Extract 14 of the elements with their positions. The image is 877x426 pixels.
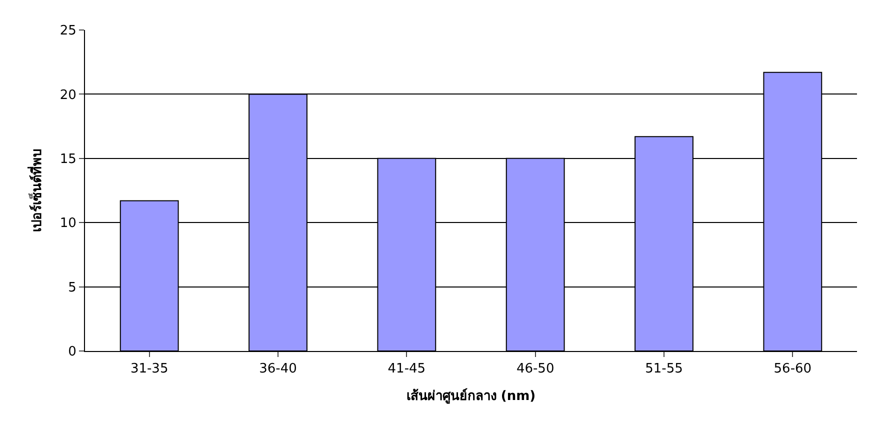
x-tick-label: 56-60 bbox=[774, 362, 812, 377]
y-tick-label: 0 bbox=[68, 344, 76, 360]
y-tick-label: 15 bbox=[60, 152, 76, 167]
x-tick-label: 51-55 bbox=[645, 362, 683, 377]
y-tick-label: 10 bbox=[60, 216, 76, 232]
x-tick-label: 36-40 bbox=[259, 362, 297, 377]
x-tick-label: 46-50 bbox=[516, 362, 554, 377]
x-tick-label: 31-35 bbox=[130, 362, 168, 377]
y-axis-title: เปอร์เซ็นต์ที่พบ bbox=[26, 149, 45, 232]
y-tick-label: 20 bbox=[60, 88, 76, 103]
y-tick-label: 25 bbox=[60, 24, 76, 39]
y-tick-label: 5 bbox=[68, 280, 76, 296]
x-tick-label: 41-45 bbox=[388, 362, 426, 377]
x-axis-title: เส้นผ่าศูนย์กลาง (nm) bbox=[406, 388, 536, 404]
